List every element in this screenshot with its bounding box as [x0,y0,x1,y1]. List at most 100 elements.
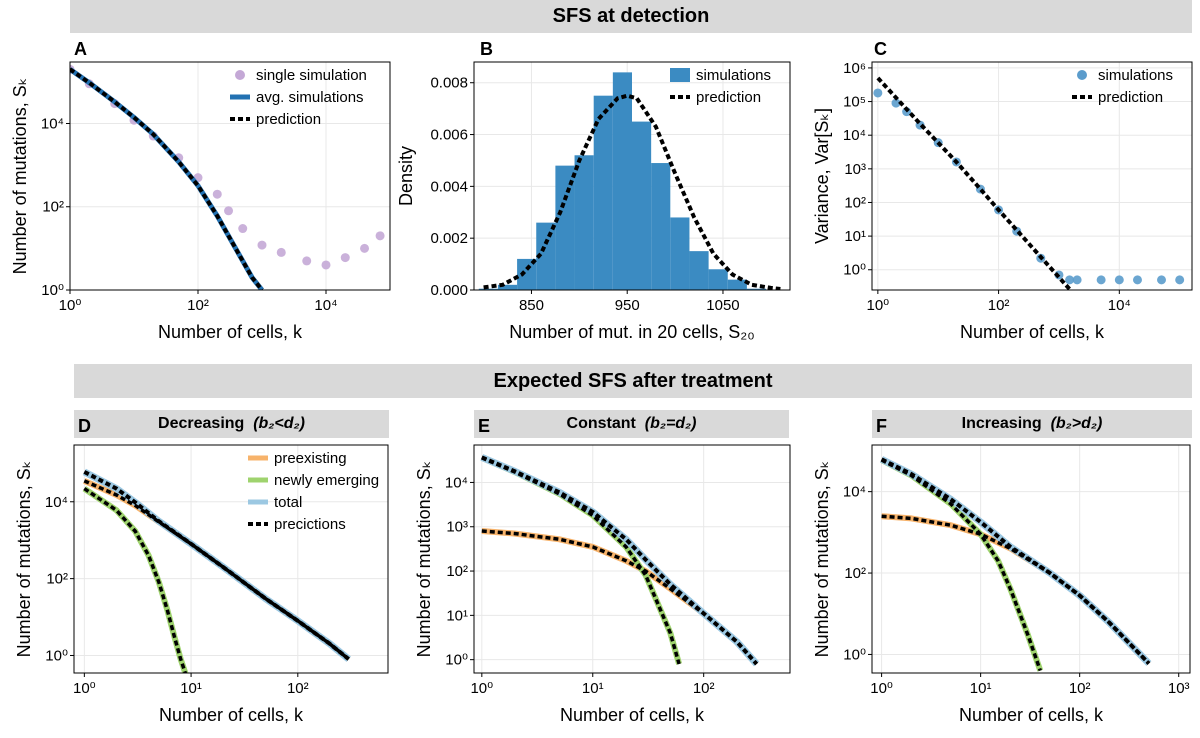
y-tick-label: 0.000 [430,282,468,299]
y-tick-label: 10¹ [446,607,468,624]
y-tick-label: 10³ [446,519,468,536]
point-simulations [1157,275,1167,285]
panel-f: F 10⁰ 10¹ 10² 10³ 10⁰ 10² 10⁴ Number of cells, k… [812,416,1191,725]
line-prediction-newly-emerging [880,458,1042,672]
x-tick-label: 10⁴ [1108,297,1131,314]
panel-label: C [874,39,887,59]
line-newly-emerging [82,486,189,673]
panel-e-header-condition: (b₂=d₂) [644,415,697,432]
y-tick-label: 10⁴ [843,127,866,144]
legend: simulations prediction [1072,67,1173,106]
x-tick-label: 10¹ [180,680,202,697]
point-single-simulation [321,260,331,270]
line-avg-simulations [70,67,264,290]
y-tick-label: 10¹ [844,228,866,245]
y-tick-label: 10² [844,194,866,211]
point-simulations [1065,275,1075,285]
line-preexisting [481,528,759,666]
plot-area [478,72,781,290]
bar-simulations [651,163,671,290]
x-tick-label: 10² [988,297,1010,314]
y-tick-label: 10⁴ [45,494,68,511]
point-single-simulation [257,240,267,250]
x-axis-label: Number of cells, k [158,322,303,342]
plot-area [873,76,1185,290]
y-tick-label: 10⁰ [843,646,866,663]
panel-label: B [480,39,493,59]
x-tick-label: 1050 [706,297,739,314]
x-tick-label: 10³ [1168,680,1190,697]
x-tick-label: 10² [693,680,715,697]
x-tick-label: 10⁰ [59,297,82,314]
legend-label-total: total [274,494,302,511]
point-simulations [1096,275,1106,285]
y-tick-label: 10⁴ [445,474,468,491]
point-single-simulation [340,253,350,263]
x-tick-label: 10² [187,297,209,314]
panel-d-header-condition: (b₂<d₂) [253,415,305,432]
panel-d: D 10⁰ 10¹ 10² 10⁰ 10² 10⁴ Number of cells, k Num… [14,416,389,725]
plot-frame [73,444,389,674]
bar-simulations [746,288,767,290]
x-tick-label: 10¹ [970,680,992,697]
x-tick-label: 10⁰ [866,297,889,314]
y-tick-label: 0.002 [430,230,468,247]
y-axis-label: Density [396,146,416,206]
y-tick-label: 10² [42,199,64,216]
panel-e-header: Constant (b₂=d₂) [474,410,789,438]
y-tick-label: 0.008 [430,75,468,92]
legend: preexisting newly emerging total preciction… [248,450,379,533]
y-tick-label: 10⁵ [843,94,866,111]
x-tick-label: 950 [615,297,640,314]
y-axis-label: Variance, Var[Sₖ] [812,108,832,244]
legend-swatch-single-simulation [235,70,245,80]
line-prediction-preexisting [83,479,350,661]
top-section-title: SFS at detection [70,0,1192,33]
line-precictions [880,457,1151,665]
y-tick-label: 10⁰ [41,282,64,299]
plot-frame [871,444,1191,674]
bar-simulations [497,284,518,290]
y-tick-label: 10⁴ [41,115,64,132]
bottom-section-title: Expected SFS after treatment [74,364,1192,398]
bar-simulations [708,269,728,290]
y-tick-label: 0.006 [430,127,468,144]
bar-simulations [689,251,709,290]
x-axis-label: Number of cells, k [960,322,1105,342]
line-prediction [483,93,781,290]
point-simulations [873,88,883,98]
legend-label-prediction: prediction [696,89,761,106]
x-tick-label: 10⁰ [870,680,893,697]
y-axis-label: Number of mutations, Sₖ [14,461,34,658]
bar-simulations [593,95,613,290]
y-tick-label: 10² [446,563,468,580]
x-tick-label: 10⁴ [314,297,337,314]
point-simulations [891,98,901,108]
x-tick-label: 10² [1069,680,1091,697]
x-axis-label: Number of cells, k [959,705,1104,725]
point-single-simulation [238,224,248,234]
y-tick-label: 10⁴ [843,484,866,501]
line-preexisting [881,513,1152,666]
x-tick-label: 850 [519,297,544,314]
x-tick-label: 10¹ [582,680,604,697]
panel-f-header-text: Increasing [961,415,1042,432]
y-tick-label: 10² [46,571,68,588]
plot-area [82,468,351,673]
plot-frame [69,61,391,291]
bar-simulations [632,121,652,290]
panel-d-header-text: Decreasing [158,415,245,432]
point-single-simulation [375,231,385,241]
legend-label-single-simulation: single simulation [256,67,367,84]
x-tick-label: 10⁰ [73,680,96,697]
panel-b: B 850 950 1050 0.000 0.002 0.004 0.006 0.008 Numb… [396,39,791,342]
panel-label: A [74,39,87,59]
x-axis-label: Number of mut. in 20 cells, S₂₀ [509,322,755,342]
legend: single simulation avg. simulations predict… [230,67,367,128]
bar-simulations [555,165,575,290]
y-tick-label: 10⁰ [445,652,468,669]
point-single-simulation [360,243,370,253]
y-tick-label: 0.004 [430,178,468,195]
point-simulations [1114,275,1124,285]
